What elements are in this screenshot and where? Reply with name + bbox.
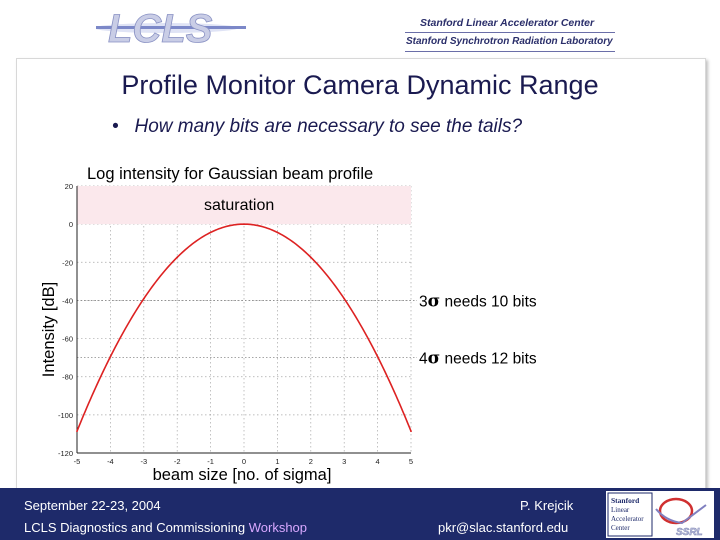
lab-name-line1: Stanford Linear Accelerator Center: [420, 17, 595, 29]
x-tick-label: 3: [342, 457, 346, 466]
footer-email: pkr@slac.stanford.edu: [438, 520, 569, 535]
footer-workshop-prefix: LCLS Diagnostics and Commissioning: [24, 520, 249, 535]
header-bar: LCLS Stanford Linear Accelerator Center …: [0, 0, 720, 58]
logo-center: Center: [611, 524, 630, 532]
x-tick-label: 1: [275, 457, 279, 466]
gaussian-log-chart: -5 -4 -3 -2 -1 0 1 2 3 4 5 20 0 -20 -40 -60 -80 -100 -120 3…: [40, 165, 537, 484]
logo-ssrl: SSRL: [676, 527, 703, 538]
data-point: [309, 256, 312, 259]
reference-label: 4σ needs 12 bits: [419, 349, 537, 369]
bullet-text: How many bits are necessary to see the t…: [134, 116, 523, 137]
y-tick-label: -120: [58, 449, 73, 458]
saturation-band: [77, 186, 411, 225]
slide-title: Profile Monitor Camera Dynamic Range: [121, 70, 599, 100]
data-point: [410, 430, 412, 433]
reference-label-num: 4: [419, 351, 428, 368]
x-tick-label: -5: [74, 457, 81, 466]
y-tick-label: -40: [62, 296, 73, 305]
x-tick-label: 5: [409, 457, 413, 466]
lcls-logo: LCLS: [96, 7, 246, 51]
y-tick-label: -20: [62, 258, 73, 267]
y-tick-label: 20: [65, 182, 73, 191]
footer-author: P. Krejcik: [520, 498, 574, 513]
bullet-item: • How many bits are necessary to see the…: [112, 116, 523, 137]
grid-layer: [76, 185, 412, 454]
data-point: [142, 297, 145, 300]
data-point: [343, 297, 346, 300]
slide-frame: [16, 58, 706, 490]
reference-label-num: 3: [419, 293, 428, 310]
beamline-icon: [655, 504, 707, 525]
x-tick-label: -4: [107, 457, 114, 466]
y-tick-label: -60: [62, 335, 73, 344]
band-layer: [77, 186, 411, 225]
reference-lines: [77, 300, 417, 359]
data-point: [209, 231, 212, 234]
slac-ssrl-logo: Stanford Linear Accelerator Center SSRL: [606, 491, 714, 538]
reference-label-text: needs 12 bits: [440, 351, 537, 368]
x-tick-label: 2: [309, 457, 313, 466]
reference-label: 3σ needs 10 bits: [419, 291, 537, 311]
axis-layer: [76, 186, 411, 454]
logo-stanford: Stanford: [611, 496, 640, 505]
header-divider: [405, 32, 615, 33]
footer-bar: [0, 488, 720, 540]
data-point: [109, 355, 112, 358]
y-axis-label: Intensity [dB]: [40, 282, 58, 377]
x-tick-label: -3: [140, 457, 147, 466]
y-tick-label: 0: [69, 220, 73, 229]
data-point: [276, 231, 279, 234]
lcls-logo-text: LCLS: [108, 7, 213, 51]
reference-label-text: needs 10 bits: [440, 293, 537, 310]
ring-icon: [658, 497, 694, 525]
data-point: [76, 430, 78, 433]
series-layer: [76, 223, 412, 433]
sigma-symbol: σ: [428, 349, 441, 369]
y-tick-label: -100: [58, 411, 73, 420]
saturation-label: saturation: [204, 197, 274, 214]
x-tick-label: -1: [207, 457, 214, 466]
footer-date: September 22-23, 2004: [24, 498, 161, 513]
x-axis-label: beam size [no. of sigma]: [153, 466, 332, 484]
label-layer: -5 -4 -3 -2 -1 0 1 2 3 4 5 20 0 -20 -40 -60 -80 -100 -120 3…: [40, 165, 537, 484]
chart-title: Log intensity for Gaussian beam profile: [87, 165, 373, 183]
x-tick-label: 4: [376, 457, 380, 466]
footer-workshop: LCLS Diagnostics and Commissioning Works…: [24, 520, 307, 535]
logo-linear: Linear: [611, 506, 630, 514]
footer-workshop-highlight: Workshop: [248, 520, 308, 535]
data-point: [243, 223, 245, 226]
data-point: [376, 355, 379, 358]
header-divider: [405, 51, 615, 52]
y-tick-label: -80: [62, 373, 73, 382]
data-point: [176, 256, 179, 259]
sigma-symbol: σ: [428, 291, 441, 311]
lab-name-line2: Stanford Synchrotron Radiation Laborator…: [406, 36, 613, 47]
x-tick-label: 0: [242, 457, 246, 466]
x-tick-label: -2: [174, 457, 181, 466]
logo-accelerator: Accelerator: [611, 515, 644, 523]
